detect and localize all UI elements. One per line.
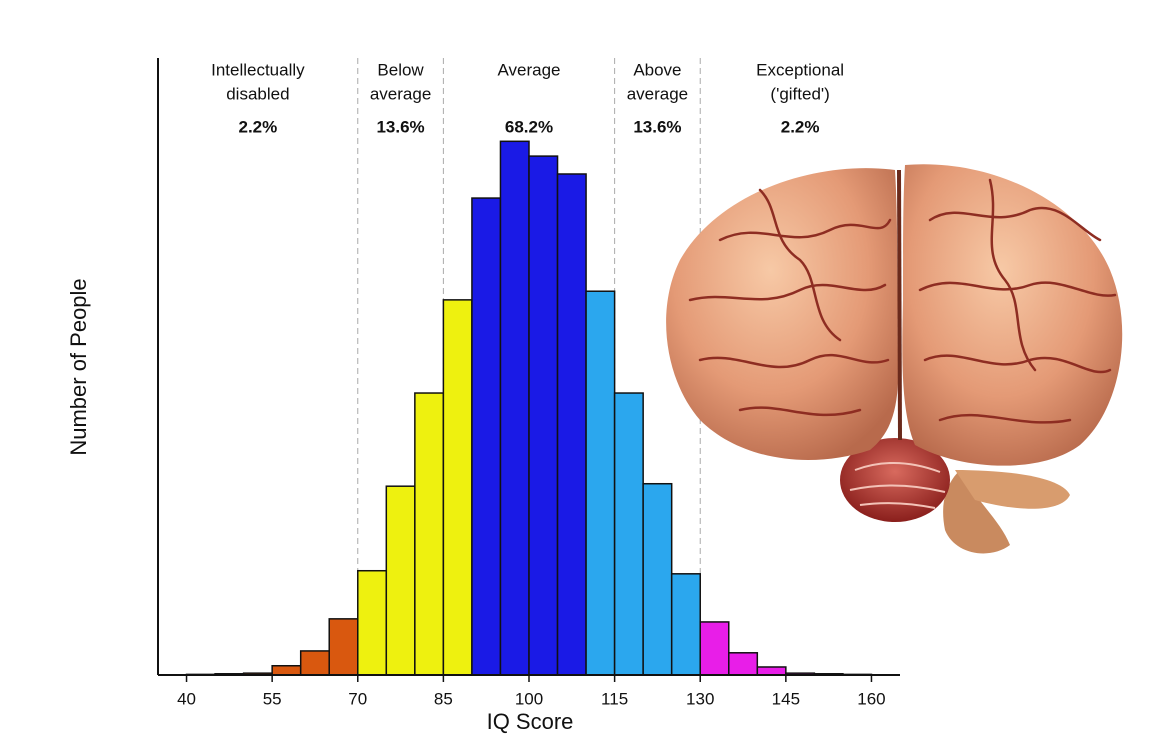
bar: [556, 173, 587, 676]
brain-illustration: [666, 164, 1123, 554]
x-tick-label: 40: [177, 689, 196, 708]
bar: [613, 392, 644, 676]
plot-area: 40 55 70 85 100 115 130 145 160 Intellectually dis…: [157, 58, 900, 708]
group-label: Above: [633, 60, 681, 79]
x-axis-label: IQ Score: [487, 709, 574, 734]
bar: [385, 485, 416, 676]
group-percent: 13.6%: [633, 117, 681, 136]
group-label: disabled: [226, 84, 289, 103]
bar: [670, 573, 701, 676]
group-label: Average: [497, 60, 560, 79]
group-label: Below: [377, 60, 424, 79]
x-tick-label: 115: [601, 689, 628, 708]
x-tick-label: 145: [772, 689, 800, 708]
group-percent: 2.2%: [239, 117, 278, 136]
bar: [585, 290, 616, 676]
y-axis-label: Number of People: [66, 278, 91, 455]
bar: [471, 197, 502, 676]
group-label: average: [370, 84, 431, 103]
x-tick-label: 160: [857, 689, 885, 708]
bar: [271, 664, 302, 676]
x-tick-label: 55: [263, 689, 282, 708]
group-label: ('gifted'): [770, 84, 829, 103]
bar: [728, 652, 759, 676]
x-tick-label: 100: [515, 689, 543, 708]
group-label: Intellectually: [211, 60, 305, 79]
bar: [414, 392, 445, 676]
bar: [328, 618, 359, 676]
bar: [357, 569, 388, 676]
bar: [642, 482, 673, 676]
bar: [528, 155, 559, 676]
group-label: Exceptional: [756, 60, 844, 79]
group-percent: 68.2%: [505, 117, 553, 136]
group-percent: 13.6%: [376, 117, 424, 136]
bar: [699, 621, 730, 676]
x-tick-label: 130: [686, 689, 714, 708]
group-percent: 2.2%: [781, 117, 820, 136]
bar: [756, 666, 787, 676]
bar: [299, 650, 330, 676]
group-label: average: [627, 84, 688, 103]
x-tick-label: 85: [434, 689, 453, 708]
x-tick-label: 70: [348, 689, 367, 708]
bar: [499, 140, 530, 676]
bar: [442, 299, 473, 676]
